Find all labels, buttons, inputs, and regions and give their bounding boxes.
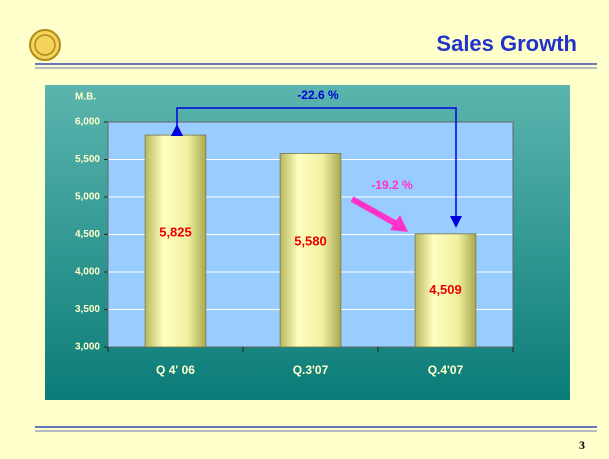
logo <box>29 29 61 61</box>
y-tick-label: 6,000 <box>75 117 100 128</box>
x-tick-label: Q.4'07 <box>428 363 464 377</box>
slide-title: Sales Growth <box>436 31 577 56</box>
x-tick-label: Q 4' 06 <box>156 363 195 377</box>
y-tick-label: 3,000 <box>75 342 100 353</box>
value-label: 5,825 <box>159 225 192 240</box>
y-tick-label: 4,500 <box>75 229 100 240</box>
x-tick-label: Q.3'07 <box>293 363 329 377</box>
bar <box>279 153 342 348</box>
growth-arrows <box>171 107 462 232</box>
y-axis-label: M.B. <box>75 92 96 103</box>
bar <box>414 233 477 348</box>
annotation: -22.6 % <box>297 88 339 102</box>
page-number: 3 <box>579 438 585 452</box>
annotation: -19.2 % <box>371 178 413 192</box>
y-tick-label: 4,000 <box>75 267 100 278</box>
y-tick-label: 5,500 <box>75 154 100 165</box>
value-label: 5,580 <box>294 234 327 249</box>
y-tick-label: 5,000 <box>75 192 100 203</box>
y-tick-label: 3,500 <box>75 304 100 315</box>
header-rule <box>35 63 597 69</box>
bar <box>144 134 207 348</box>
footer-rule <box>35 426 597 432</box>
value-label: 4,509 <box>429 282 462 297</box>
